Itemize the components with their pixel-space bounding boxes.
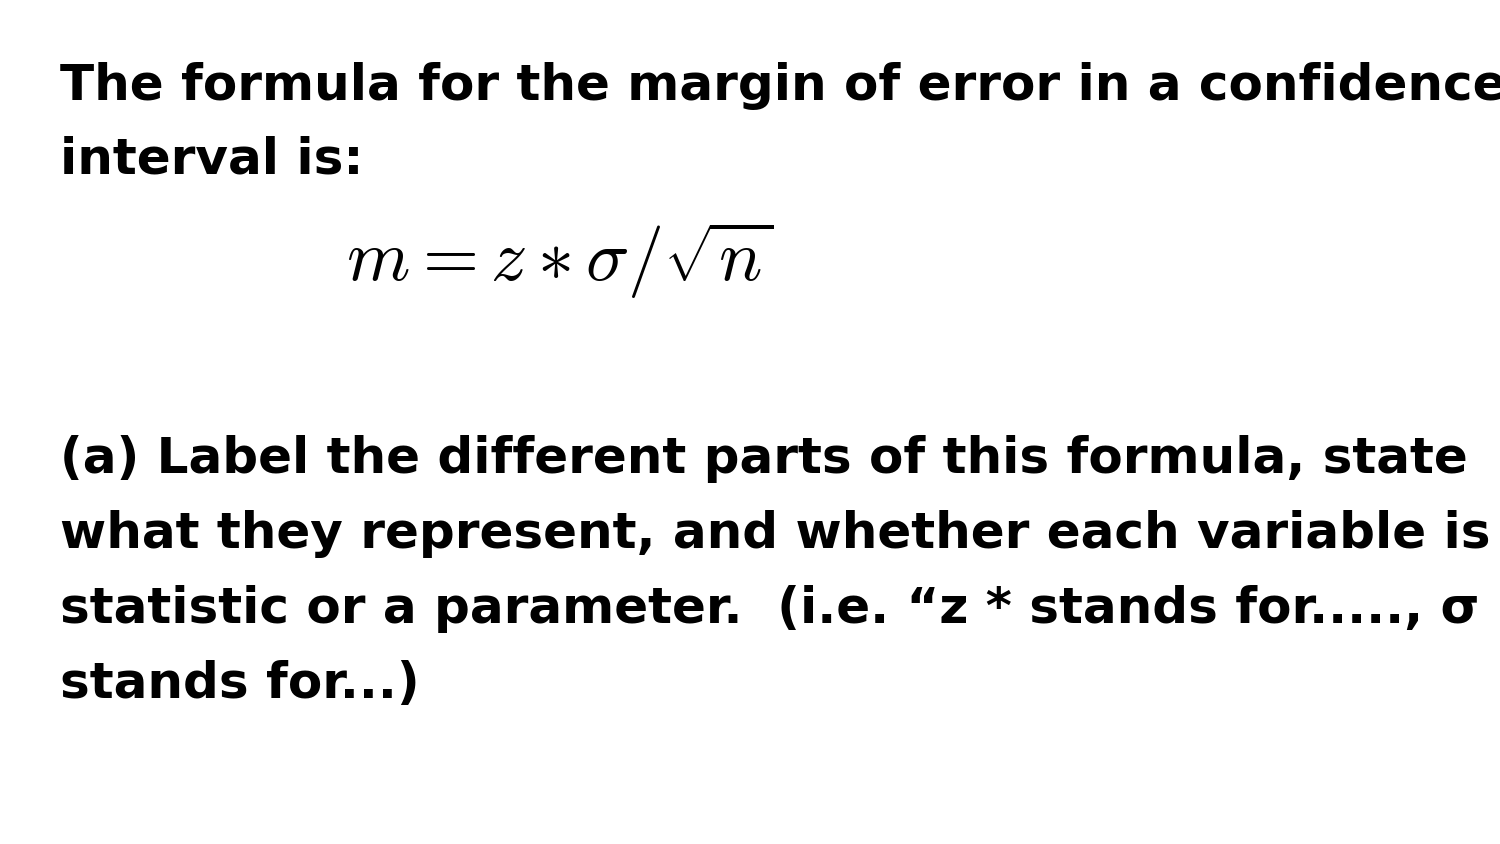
Text: (a) Label the different parts of this formula, state: (a) Label the different parts of this fo… bbox=[60, 435, 1467, 483]
Text: statistic or a parameter.  (i.e. “z * stands for....., σ: statistic or a parameter. (i.e. “z * sta… bbox=[60, 585, 1479, 633]
Text: stands for...): stands for...) bbox=[60, 660, 420, 708]
Text: $m = z * \sigma/\sqrt{n}$: $m = z * \sigma/\sqrt{n}$ bbox=[346, 220, 774, 301]
Text: interval is:: interval is: bbox=[60, 135, 363, 183]
Text: what they represent, and whether each variable is a: what they represent, and whether each va… bbox=[60, 510, 1500, 558]
Text: The formula for the margin of error in a confidence: The formula for the margin of error in a… bbox=[60, 62, 1500, 110]
